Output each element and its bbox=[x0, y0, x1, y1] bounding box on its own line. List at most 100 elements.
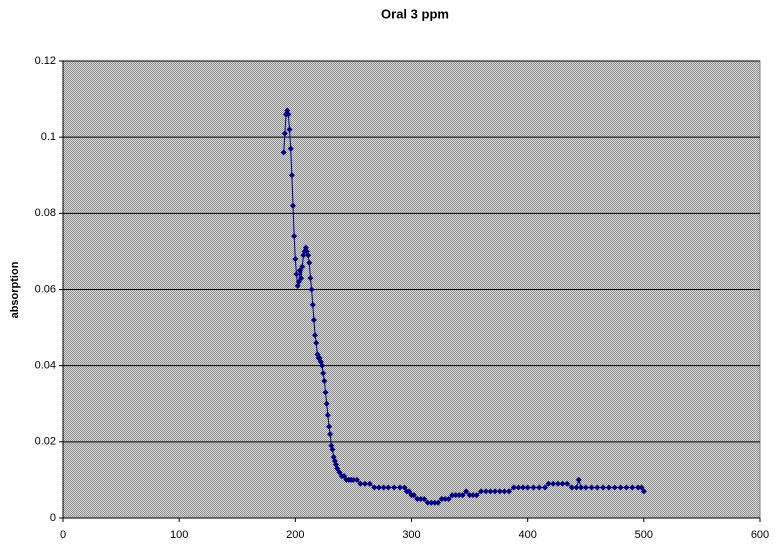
data-point bbox=[319, 362, 326, 369]
data-point bbox=[573, 484, 580, 491]
y-tick-label: 0.06 bbox=[35, 283, 56, 295]
data-point bbox=[362, 480, 369, 487]
x-tick-label: 100 bbox=[170, 529, 188, 541]
data-point bbox=[350, 476, 357, 483]
data-point bbox=[341, 473, 348, 480]
data-point bbox=[307, 275, 314, 282]
data-point bbox=[542, 484, 549, 491]
data-point bbox=[550, 480, 557, 487]
data-point bbox=[313, 339, 320, 346]
data-point bbox=[520, 484, 527, 491]
data-point bbox=[445, 495, 452, 502]
data-point bbox=[594, 484, 601, 491]
data-point bbox=[380, 484, 387, 491]
data-point bbox=[640, 488, 647, 495]
data-point bbox=[298, 275, 305, 282]
data-point bbox=[442, 495, 449, 502]
data-point bbox=[424, 499, 431, 506]
data-point bbox=[456, 492, 463, 499]
data-point bbox=[296, 267, 303, 274]
x-tick-label: 0 bbox=[60, 529, 66, 541]
x-tick-label: 300 bbox=[402, 529, 420, 541]
data-point bbox=[288, 172, 295, 179]
data-point bbox=[417, 495, 424, 502]
data-point bbox=[487, 488, 494, 495]
data-point bbox=[463, 488, 470, 495]
data-point bbox=[410, 492, 417, 499]
data-point bbox=[299, 263, 306, 270]
data-point bbox=[401, 484, 408, 491]
x-tick-label: 600 bbox=[751, 529, 769, 541]
data-point bbox=[336, 469, 343, 476]
data-point bbox=[285, 111, 292, 118]
data-point bbox=[431, 499, 438, 506]
data-point bbox=[545, 480, 552, 487]
data-point bbox=[466, 492, 473, 499]
data-point bbox=[428, 499, 435, 506]
data-point bbox=[329, 446, 336, 453]
data-point bbox=[554, 480, 561, 487]
data-point bbox=[564, 480, 571, 487]
data-point bbox=[353, 476, 360, 483]
y-tick-label: 0.1 bbox=[41, 131, 56, 143]
x-tick-label: 400 bbox=[518, 529, 536, 541]
data-point bbox=[291, 233, 298, 240]
data-point bbox=[287, 145, 294, 152]
data-point bbox=[366, 480, 373, 487]
data-point bbox=[375, 484, 382, 491]
chart-title: Oral 3 ppm bbox=[381, 6, 449, 21]
data-point bbox=[280, 149, 287, 156]
y-tick-label: 0.02 bbox=[35, 436, 56, 448]
data-point bbox=[524, 484, 531, 491]
data-point bbox=[638, 484, 645, 491]
data-point bbox=[385, 484, 392, 491]
y-tick-label: 0.04 bbox=[35, 360, 56, 372]
data-point bbox=[459, 492, 466, 499]
data-point bbox=[310, 316, 317, 323]
data-point bbox=[435, 499, 442, 506]
data-point bbox=[406, 488, 413, 495]
data-point bbox=[635, 484, 642, 491]
data-point bbox=[536, 484, 543, 491]
data-point bbox=[308, 286, 315, 293]
data-point bbox=[281, 130, 288, 137]
data-point bbox=[334, 465, 341, 472]
data-point bbox=[327, 431, 334, 438]
data-point bbox=[611, 484, 618, 491]
data-point bbox=[324, 412, 331, 419]
data-point bbox=[478, 488, 485, 495]
data-point bbox=[506, 488, 513, 495]
data-point bbox=[323, 400, 330, 407]
data-point bbox=[414, 495, 421, 502]
data-point bbox=[588, 484, 595, 491]
data-point bbox=[617, 484, 624, 491]
data-point bbox=[452, 492, 459, 499]
data-point bbox=[322, 389, 329, 396]
data-point bbox=[326, 423, 333, 430]
x-tick-label: 500 bbox=[635, 529, 653, 541]
data-point bbox=[582, 484, 589, 491]
y-tick-label: 0 bbox=[50, 512, 56, 524]
data-point bbox=[295, 278, 302, 285]
data-point bbox=[312, 332, 319, 339]
data-point bbox=[293, 271, 300, 278]
data-point bbox=[320, 370, 327, 377]
data-point bbox=[492, 488, 499, 495]
data-point bbox=[292, 256, 299, 263]
data-point bbox=[438, 495, 445, 502]
y-tick-label: 0.08 bbox=[35, 207, 56, 219]
data-point bbox=[496, 488, 503, 495]
data-point bbox=[578, 484, 585, 491]
data-point bbox=[501, 488, 508, 495]
data-point bbox=[568, 484, 575, 491]
x-tick-label: 200 bbox=[286, 529, 304, 541]
data-point bbox=[321, 377, 328, 384]
data-point bbox=[306, 259, 313, 266]
data-point bbox=[286, 126, 293, 133]
data-point bbox=[305, 252, 312, 259]
data-point bbox=[629, 484, 636, 491]
data-point bbox=[575, 476, 582, 483]
data-point bbox=[449, 492, 456, 499]
